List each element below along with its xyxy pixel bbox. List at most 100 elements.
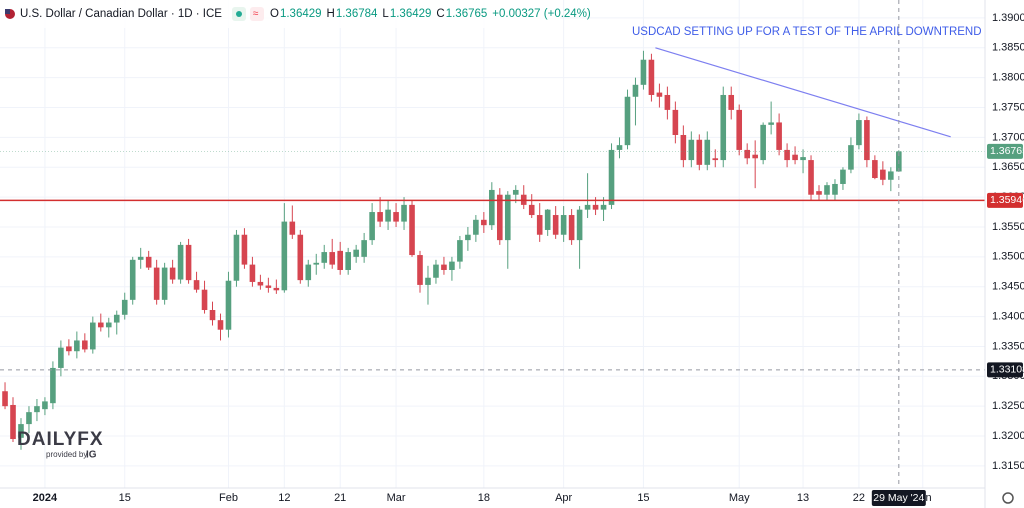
candle-body <box>744 149 750 159</box>
candle-body <box>321 252 328 263</box>
candle-body <box>289 221 296 235</box>
candle-body <box>329 252 336 265</box>
compare-glyph: ≈ <box>253 9 259 20</box>
candle-body <box>353 249 359 257</box>
y-tick-label: 1.35500 <box>992 221 1024 233</box>
overlay <box>0 0 985 488</box>
candle-body <box>808 160 814 195</box>
candle-body <box>345 252 351 270</box>
y-tick-label: 1.38000 <box>992 72 1024 84</box>
x-tick-label: 21 <box>334 492 346 504</box>
candle-body <box>664 94 671 110</box>
candle-body <box>74 340 80 352</box>
candle-body <box>536 215 543 235</box>
compare-icon[interactable] <box>250 7 264 21</box>
x-tick-label: Apr <box>555 492 572 504</box>
candle-body <box>888 171 894 180</box>
axes: 1.39000 1.38500 1.38000 1.37500 1.37000 1.365… <box>33 12 1024 506</box>
candle-body <box>624 96 631 146</box>
y-tick-label: 1.35000 <box>992 251 1024 263</box>
settings-icon[interactable] <box>1002 492 1014 504</box>
candle-body <box>497 194 503 241</box>
candle-body <box>433 264 439 278</box>
trendline <box>655 47 951 138</box>
candle-body <box>90 322 96 350</box>
candle-body <box>880 169 886 180</box>
candle-body <box>457 240 463 262</box>
y-tick-label: 1.34000 <box>992 310 1024 322</box>
ohlc-value: 1.36429 <box>280 8 322 20</box>
candle-body <box>832 183 838 195</box>
candle-body <box>504 194 511 241</box>
symbol-title: U.S. Dollar / Canadian Dollar · 1D · ICE <box>20 8 222 20</box>
candle-body <box>680 134 687 161</box>
candle-body <box>401 204 407 222</box>
candle-body <box>600 204 607 210</box>
ohlc-change: +0.00327 (+0.24%) <box>492 8 591 20</box>
candle-body <box>872 160 878 178</box>
candle-body <box>249 264 256 282</box>
y-tick-label: 1.37500 <box>992 101 1024 113</box>
last-price-box <box>987 143 1023 159</box>
logo-name: DAILYFX <box>17 429 104 450</box>
candle-body <box>417 255 423 285</box>
candle-body <box>616 145 623 150</box>
candle-body <box>760 124 766 161</box>
candle-body <box>784 149 790 161</box>
candle-body <box>257 281 264 286</box>
y-tick-label: 1.37000 <box>992 131 1024 143</box>
candle-body <box>632 84 639 97</box>
candle-body <box>82 340 88 350</box>
market-dot <box>236 11 242 17</box>
candle-body <box>712 158 719 161</box>
x-tick-label: 12 <box>278 492 290 504</box>
candle-body <box>560 215 567 235</box>
candle-body <box>201 289 208 311</box>
candle-body <box>792 154 798 161</box>
logo-brand: IG <box>86 450 97 461</box>
candle-body <box>18 424 24 438</box>
candle-body <box>385 209 391 222</box>
y-tick-label: 1.34500 <box>992 281 1024 293</box>
candle-body <box>528 204 535 216</box>
candle-body <box>856 120 862 146</box>
candle-body <box>728 94 735 110</box>
candle-body <box>688 139 695 161</box>
header-backdrop <box>0 0 560 28</box>
x-tick-label: Mar <box>387 492 406 504</box>
y-tick-label: 1.33500 <box>992 340 1024 352</box>
candle-body <box>544 209 551 230</box>
candle-body <box>768 122 774 125</box>
candle-body <box>241 234 248 265</box>
candle-body <box>161 267 168 300</box>
candle-body <box>720 94 727 161</box>
candle-body <box>576 209 583 241</box>
flag-canton <box>5 9 10 14</box>
ohlc-key: O <box>270 8 279 20</box>
ohlc-key: C <box>436 8 444 20</box>
candle-body <box>177 244 184 280</box>
candle-body <box>137 256 144 260</box>
crosshair-y-label: 1.33108 <box>990 364 1024 376</box>
candle-body <box>449 261 455 270</box>
ohlc-key: H <box>327 8 335 20</box>
candle-body <box>409 204 415 256</box>
support-label: 1.35946 <box>990 194 1024 206</box>
candle-body <box>568 215 575 241</box>
x-tick-label: 22 <box>853 492 865 504</box>
candle-body <box>297 234 304 281</box>
candle-body <box>66 346 72 352</box>
candle-body <box>50 367 56 404</box>
candle-body <box>2 391 8 407</box>
candle-body <box>105 322 112 328</box>
candle-body <box>58 347 64 368</box>
candle-body <box>26 412 32 425</box>
candle-body <box>489 189 495 226</box>
candle-body <box>113 314 120 323</box>
candle-body <box>592 204 599 210</box>
annotation: USDCAD SETTING UP FOR A TEST OF THE APRI… <box>632 26 982 38</box>
candle-body <box>425 277 431 285</box>
candle-body <box>305 264 312 281</box>
crosshair-x-label: 29 May '24 <box>873 492 924 504</box>
